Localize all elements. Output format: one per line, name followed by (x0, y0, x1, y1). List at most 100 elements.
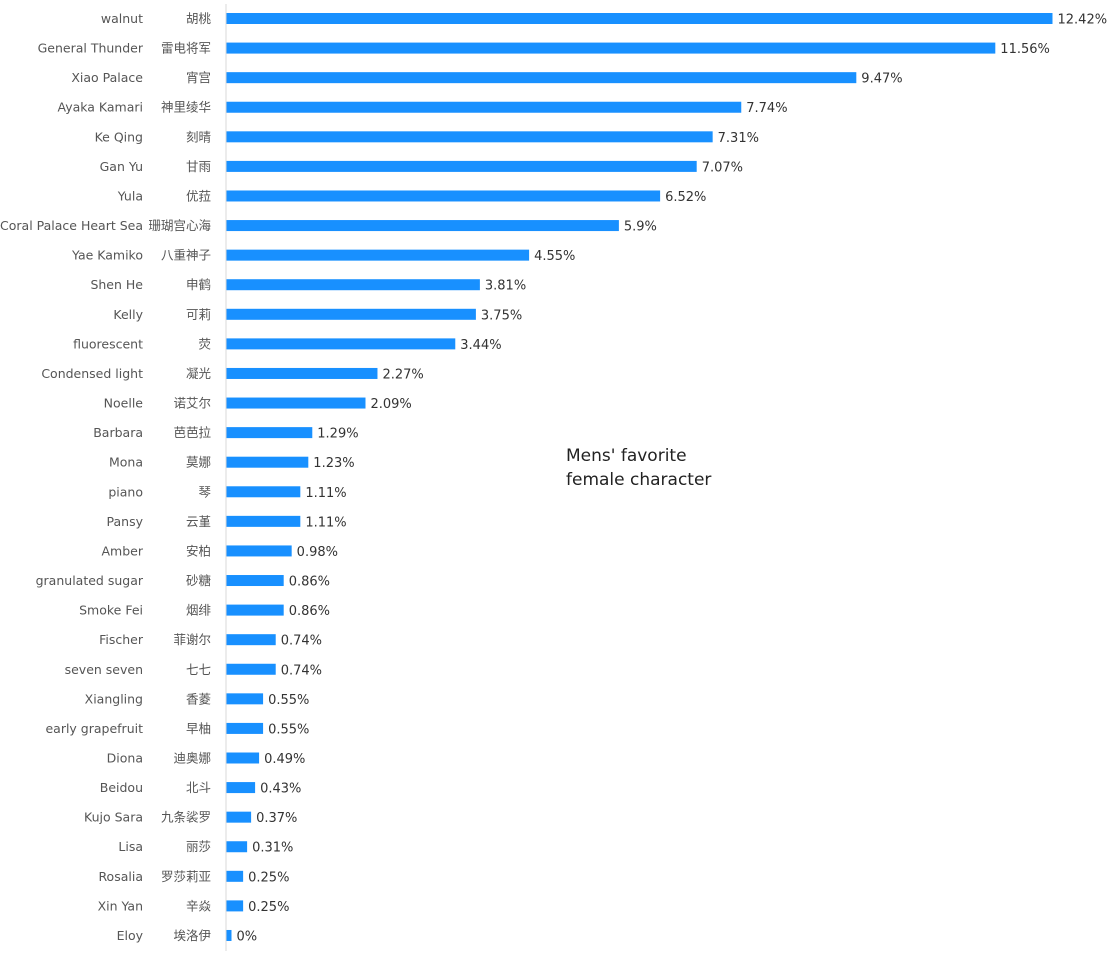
bar[interactable] (226, 131, 713, 143)
bar[interactable] (226, 929, 232, 941)
bar[interactable] (226, 575, 284, 587)
value-label: 0.49% (264, 752, 305, 767)
bar[interactable] (226, 663, 276, 675)
category-label-en: granulated sugar (36, 573, 144, 588)
value-label: 12.42% (1058, 13, 1108, 28)
bar[interactable] (226, 693, 264, 705)
category-label-en: Yula (117, 188, 143, 203)
bar[interactable] (226, 190, 661, 202)
category-label-en: early grapefruit (45, 721, 143, 736)
category-label-en: Condensed light (41, 366, 143, 381)
bar[interactable] (226, 604, 284, 616)
category-label-zh: 香菱 (186, 691, 211, 706)
category-label-zh: 宵宫 (186, 70, 211, 85)
category-label-en: Kelly (113, 307, 143, 322)
category-label-zh: 安柏 (186, 543, 211, 558)
category-label-en: Xin Yan (98, 898, 143, 913)
category-label-zh: 刻晴 (186, 129, 211, 144)
value-label: 0.86% (289, 604, 330, 619)
category-label-zh: 云堇 (186, 514, 211, 529)
value-label: 0.31% (252, 841, 293, 856)
category-label-zh: 早柚 (186, 721, 211, 736)
category-label-en: Noelle (104, 396, 144, 411)
bar[interactable] (226, 13, 1053, 24)
category-label-zh: 埃洛伊 (173, 928, 211, 943)
value-label: 0.55% (268, 693, 309, 708)
category-label-en: Xiangling (85, 691, 143, 706)
category-label-zh: 丽莎 (186, 839, 211, 854)
bar[interactable] (226, 486, 301, 498)
category-label-zh: 凝光 (186, 366, 211, 381)
bar[interactable] (226, 545, 292, 557)
bar[interactable] (226, 308, 476, 320)
value-label: 0.74% (281, 663, 322, 678)
value-label: 1.23% (313, 456, 354, 471)
category-label-en: piano (108, 484, 143, 499)
value-label: 0.37% (256, 811, 297, 826)
category-label-en: Kujo Sara (84, 810, 143, 825)
category-label-zh: 荧 (198, 336, 211, 351)
bar[interactable] (226, 101, 742, 113)
category-label-zh: 申鹤 (186, 277, 211, 292)
value-label: 1.29% (317, 427, 358, 442)
category-label-zh: 琴 (198, 484, 211, 499)
bar[interactable] (226, 841, 248, 853)
category-label-zh: 七七 (186, 662, 211, 677)
value-label: 3.44% (460, 338, 501, 353)
value-label: 0.98% (297, 545, 338, 560)
category-label-en: Diona (107, 751, 143, 766)
bar[interactable] (226, 42, 996, 54)
bar[interactable] (226, 338, 456, 350)
category-label-zh: 辛焱 (186, 898, 212, 913)
bar[interactable] (226, 634, 276, 646)
category-label-en: Smoke Fei (79, 603, 143, 618)
category-label-zh: 芭芭拉 (173, 425, 211, 440)
category-label-en: Shen He (90, 277, 143, 292)
bar[interactable] (226, 515, 301, 527)
bar[interactable] (226, 752, 260, 764)
value-label: 0% (237, 929, 258, 944)
bar[interactable] (226, 72, 857, 84)
bar[interactable] (226, 782, 256, 794)
value-label: 4.55% (534, 249, 575, 264)
bar[interactable] (226, 722, 264, 734)
value-label: 7.07% (702, 160, 743, 175)
category-label-zh: 烟绯 (186, 603, 212, 618)
value-label: 7.31% (718, 131, 759, 146)
category-label-en: Ke Qing (95, 129, 143, 144)
category-label-en: Pansy (107, 514, 144, 529)
bar[interactable] (226, 279, 480, 291)
bar[interactable] (226, 367, 378, 379)
category-label-en: Lisa (118, 839, 143, 854)
category-label-en: fluorescent (73, 336, 143, 351)
chart-title-line-1: Mens' favorite (566, 446, 687, 466)
category-label-en: Mona (109, 455, 143, 470)
category-label-en: Barbara (93, 425, 143, 440)
value-label: 3.81% (485, 279, 526, 294)
bar[interactable] (226, 870, 244, 882)
bar[interactable] (226, 397, 366, 409)
value-label: 6.52% (665, 190, 706, 205)
category-label-zh: 北斗 (186, 780, 211, 795)
bar[interactable] (226, 427, 313, 439)
category-label-zh: 罗莎莉亚 (161, 869, 211, 884)
bar[interactable] (226, 456, 309, 468)
bar[interactable] (226, 811, 252, 823)
bar[interactable] (226, 220, 619, 232)
category-label-zh: 甘雨 (186, 159, 211, 174)
value-label: 5.9% (624, 220, 657, 235)
value-label: 11.56% (1000, 42, 1050, 57)
bar[interactable] (226, 900, 244, 912)
category-label-en: Beidou (100, 780, 143, 795)
category-label-en: seven seven (65, 662, 143, 677)
category-label-zh: 可莉 (186, 307, 211, 322)
bar[interactable] (226, 249, 530, 261)
bar[interactable] (226, 160, 697, 172)
category-label-zh: 胡桃 (186, 11, 212, 26)
category-label-en: Yae Kamiko (71, 248, 143, 263)
category-label-zh: 诺艾尔 (173, 396, 211, 411)
category-label-zh: 砂糖 (186, 573, 212, 588)
category-label-en: Rosalia (98, 869, 143, 884)
category-label-zh: 八重神子 (161, 248, 211, 263)
category-label-zh: 迪奥娜 (173, 751, 211, 766)
